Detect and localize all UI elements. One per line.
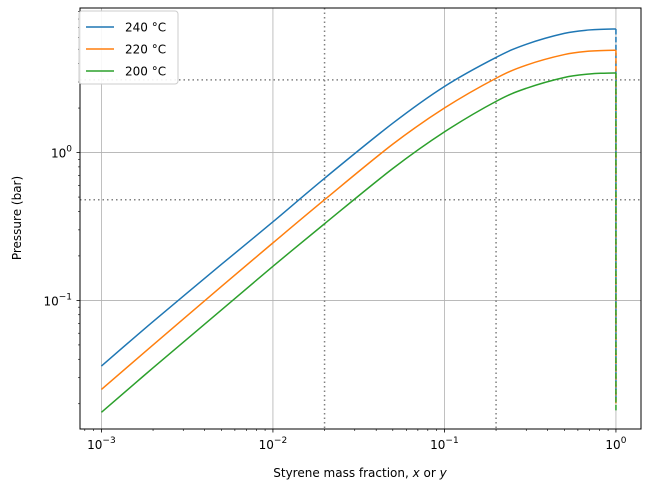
series-line bbox=[100, 72, 616, 413]
x-tick-labels: 10−3 10−2 10−1 100 bbox=[87, 436, 627, 452]
legend-label: 240 °C bbox=[125, 21, 166, 35]
legend-frame bbox=[78, 10, 179, 85]
reference-lines bbox=[80, 8, 641, 429]
legend-label: 200 °C bbox=[125, 65, 166, 79]
major-ticks bbox=[76, 152, 617, 433]
series-line bbox=[100, 49, 616, 390]
y-axis-label: Pressure (bar) bbox=[10, 176, 24, 260]
x-tick-label: 10−3 bbox=[87, 436, 116, 452]
y-tick-label: 100 bbox=[51, 145, 72, 161]
series-line bbox=[100, 28, 616, 367]
x-axis-label: Styrene mass fraction, x or y bbox=[273, 466, 447, 480]
legend: 240 °C 220 °C 200 °C bbox=[78, 10, 179, 85]
y-tick-label: 10−1 bbox=[43, 292, 72, 308]
legend-label: 220 °C bbox=[125, 43, 166, 57]
x-tick-label: 100 bbox=[605, 436, 626, 452]
data-series bbox=[100, 28, 617, 413]
x-tick-label: 10−1 bbox=[430, 436, 459, 452]
y-tick-labels: 10−1 100 bbox=[43, 145, 72, 309]
axes-frame bbox=[79, 7, 642, 430]
x-tick-label: 10−2 bbox=[259, 436, 288, 452]
